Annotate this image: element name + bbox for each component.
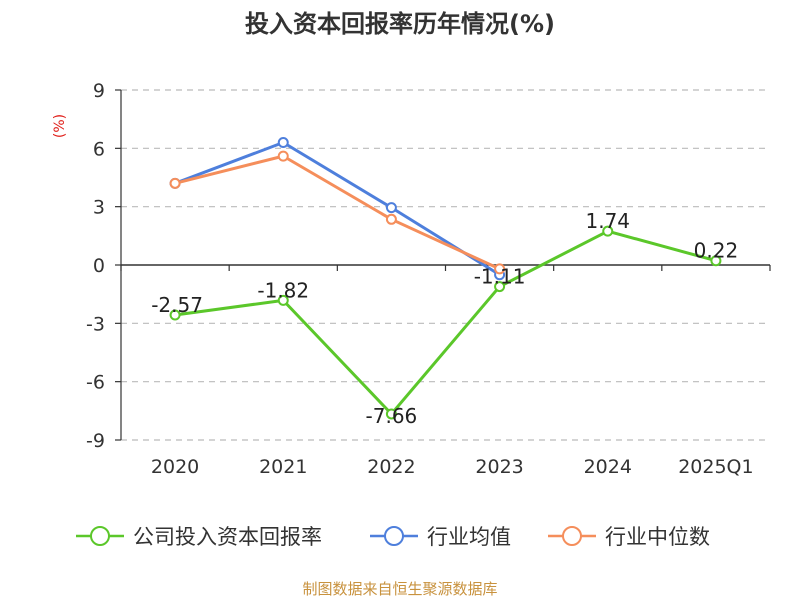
data-point[interactable] xyxy=(169,309,181,321)
y-tick-label: 6 xyxy=(93,138,105,160)
data-label: 0.22 xyxy=(694,239,739,263)
series-line xyxy=(173,141,502,277)
data-point[interactable] xyxy=(385,202,397,214)
data-label: -1.82 xyxy=(257,278,309,302)
data-point[interactable] xyxy=(494,281,506,293)
legend[interactable]: 公司投入资本回报率 行业均值 行业中位数 xyxy=(76,525,710,549)
data-point[interactable] xyxy=(277,294,289,306)
x-tick-label: 2021 xyxy=(259,456,307,478)
legend-marker-icon xyxy=(384,526,404,546)
legend-marker-icon xyxy=(562,526,582,546)
data-point[interactable] xyxy=(169,177,181,189)
data-point[interactable] xyxy=(710,255,722,267)
x-tick-label: 2020 xyxy=(151,456,199,478)
legend-label: 公司投入资本回报率 xyxy=(133,525,322,549)
data-label: -2.57 xyxy=(151,293,203,317)
data-point[interactable] xyxy=(385,408,397,420)
x-tick-label: 2023 xyxy=(475,456,523,478)
y-axis-label: (%) xyxy=(52,114,68,138)
legend-label: 行业均值 xyxy=(427,525,511,549)
axes: 2020 2021 2022 2023 2024 2025Q1 xyxy=(115,89,771,478)
data-point[interactable] xyxy=(494,263,506,275)
y-tick-label: -6 xyxy=(86,372,105,394)
y-tick-label: 3 xyxy=(93,197,105,219)
data-point[interactable] xyxy=(277,150,289,162)
y-tick-label: 9 xyxy=(93,80,105,102)
data-label: -1.11 xyxy=(474,265,526,289)
y-tick-label: 0 xyxy=(93,255,105,277)
legend-item[interactable]: 行业均值 xyxy=(370,525,511,549)
data-label: 1.74 xyxy=(585,209,630,233)
legend-item[interactable]: 公司投入资本回报率 xyxy=(76,525,322,549)
x-tick-label: 2024 xyxy=(584,456,632,478)
chart-title: 投入资本回报率历年情况(%) xyxy=(245,10,555,38)
x-tick-label: 2022 xyxy=(367,456,415,478)
legend-marker-icon xyxy=(90,526,110,546)
y-tick-label: -9 xyxy=(86,430,105,452)
series-line xyxy=(173,154,502,271)
data-point[interactable] xyxy=(277,137,289,148)
grid-lines: 9 6 3 0 -3 -6 -9 xyxy=(86,80,770,452)
source-note: 制图数据来自恒生聚源数据库 xyxy=(302,580,497,598)
legend-label: 行业中位数 xyxy=(605,525,710,549)
data-point[interactable] xyxy=(602,225,614,237)
series-lines xyxy=(169,137,722,420)
series-line xyxy=(173,229,718,416)
y-tick-label: -3 xyxy=(86,313,105,335)
data-point[interactable] xyxy=(385,213,397,225)
x-tick-label: 2025Q1 xyxy=(678,456,753,478)
legend-item[interactable]: 行业中位数 xyxy=(548,525,710,549)
data-labels: -2.57 -1.82 -7.66 -1.11 1.74 0.22 xyxy=(151,209,738,428)
data-label: -7.66 xyxy=(366,404,418,428)
